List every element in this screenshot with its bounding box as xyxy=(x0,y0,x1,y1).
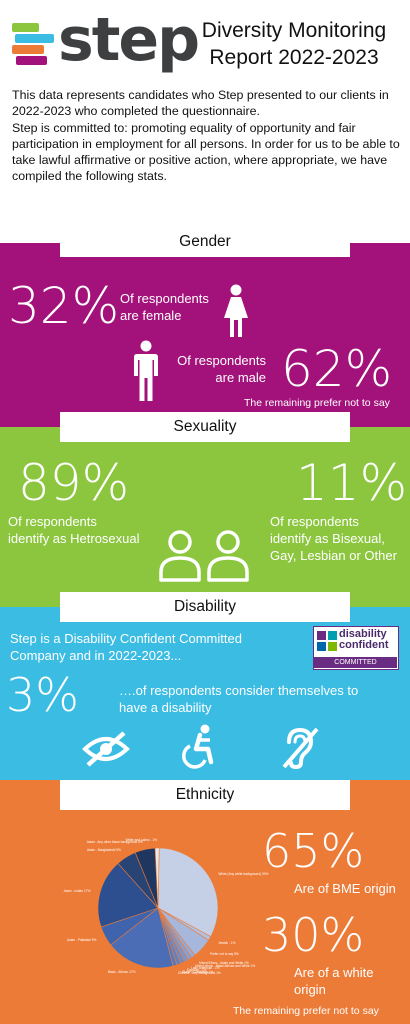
disability-heading: Disability xyxy=(60,592,350,622)
gender-remaining-note: The remaining prefer not to say xyxy=(244,397,390,409)
intro-paragraph-2: Step is committed to: promoting equality… xyxy=(12,120,400,184)
logo-bar-green xyxy=(12,23,39,32)
heterosexual-text-line-2: identify as Hetrosexual xyxy=(8,531,140,546)
pie-slice xyxy=(157,847,219,938)
badge-line-3: COMMITTED xyxy=(314,657,397,668)
female-percentage: 32% xyxy=(8,277,120,335)
report-title-line-2: Report 2022-2023 xyxy=(209,46,379,69)
report-title: Diversity Monitoring Report 2022-2023 xyxy=(178,17,410,71)
male-percentage: 62% xyxy=(281,340,393,398)
white-text: Are of a white origin xyxy=(294,964,374,998)
pie-slice-label: Asian - Bangladeshi 5% xyxy=(86,848,121,853)
gender-section xyxy=(0,243,410,427)
male-text-line-1: Of respondents xyxy=(177,353,266,368)
lgb-text: Of respondents identify as Bisexual, Gay… xyxy=(270,513,397,564)
ethnicity-remaining-note: The remaining prefer not to say xyxy=(233,1005,379,1017)
disability-text: ….of respondents consider themselves to … xyxy=(119,682,358,716)
disability-text-line-2: have a disability xyxy=(119,700,212,715)
pie-slice-label: Mixed Ethnic - Asian and White 1% xyxy=(199,960,249,965)
heterosexual-text: Of respondents identify as Hetrosexual xyxy=(8,513,140,547)
logo-bar-orange xyxy=(12,45,44,54)
pie-slice-label: Chinese - Any background 1% xyxy=(177,971,221,976)
heterosexual-text-line-1: Of respondents xyxy=(8,514,97,529)
male-text: Of respondents are male xyxy=(160,352,266,386)
sexuality-heading: Sexuality xyxy=(60,412,350,442)
pie-slice xyxy=(110,907,174,969)
lgb-text-line-3: Gay, Lesbian or Other xyxy=(270,548,397,563)
gender-heading: Gender xyxy=(60,227,350,257)
sexuality-section xyxy=(0,427,410,607)
pie-slice xyxy=(154,847,160,909)
disability-percentage: 3% xyxy=(6,668,79,722)
pie-slice-label: Black - African 17% xyxy=(107,970,136,975)
report-title-line-1: Diversity Monitoring xyxy=(201,19,387,42)
badge-line-2: confident xyxy=(339,639,389,651)
pie-slice-label: Asian - Pakistani 5% xyxy=(67,938,97,943)
white-percentage: 30% xyxy=(262,908,365,962)
pie-slice-label: Asian - Indian 17% xyxy=(63,888,91,893)
white-text-line-1: Are of a white xyxy=(294,965,374,980)
hearing-impairment-icon xyxy=(282,727,319,770)
pie-slice-label: Prefer not to say 5% xyxy=(209,951,239,956)
ethnicity-heading: Ethnicity xyxy=(60,780,350,810)
intro-text: This data represents candidates who Step… xyxy=(12,87,404,185)
wheelchair-icon xyxy=(182,724,214,769)
disability-confident-badge: disability confident COMMITTED xyxy=(313,626,399,670)
disability-text-line-1: ….of respondents consider themselves to xyxy=(119,683,359,698)
female-icon xyxy=(224,284,248,337)
pie-slice xyxy=(97,862,159,928)
logo-bar-purple xyxy=(16,56,47,65)
white-text-line-2: origin xyxy=(294,982,326,997)
disability-statement: Step is a Disability Confident Committed… xyxy=(10,630,242,664)
pie-slice-label: Mixed ethnic - Black African and White 1… xyxy=(195,963,256,968)
female-text: Of respondents are female xyxy=(120,290,209,324)
male-text-line-2: are male xyxy=(215,370,266,385)
male-icon xyxy=(134,340,158,401)
bme-percentage: 65% xyxy=(262,824,365,878)
badge-squares-icon xyxy=(317,631,337,651)
lgb-percentage: 11% xyxy=(296,454,408,512)
lgb-text-line-2: identify as Bisexual, xyxy=(270,531,385,546)
pie-slice-label: Jewish - 1% xyxy=(218,940,236,945)
intro-paragraph-1: This data represents candidates who Step… xyxy=(12,88,389,119)
ethnicity-pie-svg xyxy=(97,847,219,969)
pie-slice-label: White and Latino - 1% xyxy=(125,838,158,842)
pie-slice-label: Egyptian - 1% xyxy=(186,967,207,972)
disability-statement-line-2: Company and in 2022-2023... xyxy=(10,648,182,663)
pie-slice-label: Black - Caribbean 1% xyxy=(182,969,214,974)
pie-slice-label: White (Any white background) 30% xyxy=(218,871,269,876)
badge-line-1: disability xyxy=(339,628,387,640)
bme-text: Are of BME origin xyxy=(294,881,396,896)
lgb-text-line-1: Of respondents xyxy=(270,514,359,529)
ethnicity-pie-chart: White (Any white background) 30% Jewish -… xyxy=(50,820,270,990)
logo-text: step xyxy=(58,5,200,75)
heterosexual-percentage: 89% xyxy=(18,454,130,512)
logo-bar-blue xyxy=(15,34,54,43)
disability-statement-line-1: Step is a Disability Confident Committed xyxy=(10,631,242,646)
female-text-line-1: Of respondents xyxy=(120,291,209,306)
visual-impairment-icon xyxy=(82,731,130,767)
pie-slice-label: Asian - Any other Asian background 5% xyxy=(86,839,143,844)
pie-slice-label: Latin American - 1% xyxy=(191,965,220,970)
female-text-line-2: are female xyxy=(120,308,182,323)
people-icon xyxy=(159,530,249,582)
